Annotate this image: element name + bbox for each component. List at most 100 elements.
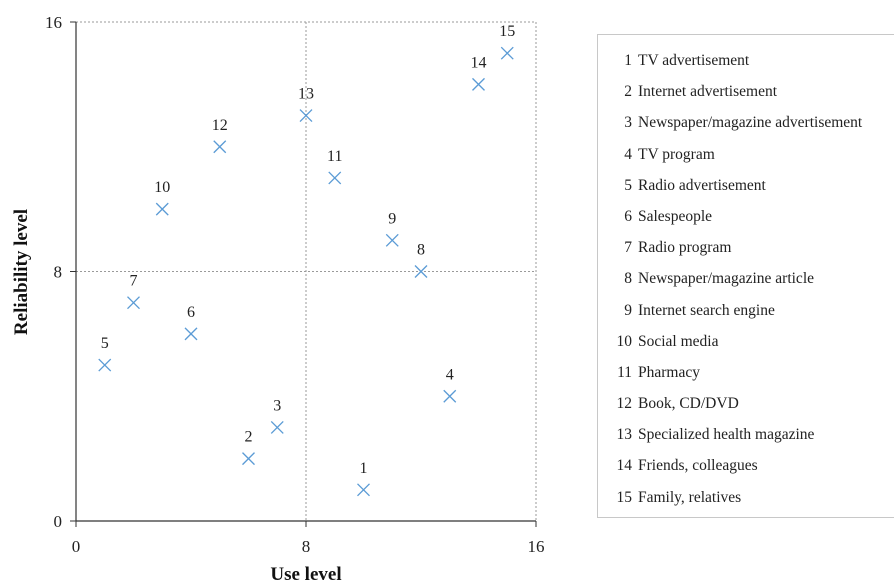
legend-item-number: 12 bbox=[616, 395, 633, 413]
legend-item-label: Radio advertisement bbox=[638, 176, 766, 194]
data-label: 15 bbox=[499, 23, 515, 40]
data-point bbox=[155, 202, 169, 216]
legend-item-label: TV program bbox=[638, 145, 715, 163]
data-point bbox=[213, 140, 227, 154]
legend-item: 10 Social media bbox=[610, 326, 894, 357]
marker-stroke bbox=[299, 109, 313, 123]
marker-stroke bbox=[385, 233, 399, 247]
legend-item-number: 7 bbox=[624, 239, 632, 257]
legend-item: 8 Newspaper/magazine article bbox=[610, 263, 894, 294]
legend-item-label: Specialized health magazine bbox=[638, 426, 815, 444]
legend-item-number: 14 bbox=[616, 457, 633, 475]
data-label: 14 bbox=[471, 54, 487, 71]
marker-stroke bbox=[500, 46, 514, 60]
legend-item-label: Internet search engine bbox=[638, 301, 775, 319]
y-tick-label: 16 bbox=[45, 13, 62, 32]
legend-item: 3 Newspaper/magazine advertisement bbox=[610, 107, 894, 138]
legend-item: 15 Family, relatives bbox=[610, 482, 894, 513]
marker-stroke bbox=[472, 77, 485, 91]
legend-item-number: 13 bbox=[616, 426, 633, 444]
data-label: 2 bbox=[245, 429, 253, 446]
data-point bbox=[443, 389, 457, 403]
legend-item-number: 15 bbox=[616, 488, 633, 506]
legend-item-number: 5 bbox=[624, 176, 632, 194]
legend-item-label: Newspaper/magazine advertisement bbox=[638, 114, 863, 132]
legend-item: 11 Pharmacy bbox=[610, 357, 894, 388]
data-label: 9 bbox=[388, 210, 396, 227]
data-label: 12 bbox=[212, 117, 228, 134]
marker-stroke bbox=[127, 296, 140, 310]
data-label: 4 bbox=[446, 366, 454, 383]
y-tick-label: 0 bbox=[54, 512, 63, 531]
legend-item-number: 11 bbox=[617, 363, 632, 381]
marker-stroke bbox=[443, 389, 457, 403]
marker-stroke bbox=[242, 452, 255, 466]
legend-item-label: Family, relatives bbox=[638, 488, 742, 506]
marker-stroke bbox=[184, 327, 198, 341]
data-point bbox=[299, 109, 313, 123]
data-point bbox=[385, 233, 399, 247]
legend-item-number: 10 bbox=[616, 332, 633, 350]
legend-item-number: 9 bbox=[624, 301, 632, 319]
x-tick-label: 16 bbox=[528, 537, 545, 556]
legend-item: 12 Book, CD/DVD bbox=[610, 388, 894, 419]
y-tick-label: 8 bbox=[54, 263, 63, 282]
legend-item-number: 2 bbox=[624, 83, 632, 101]
legend-item: 1 TV advertisement bbox=[610, 45, 894, 76]
legend-item-label: Internet advertisement bbox=[638, 83, 778, 101]
data-point bbox=[414, 265, 428, 278]
legend-item: 9 Internet search engine bbox=[610, 295, 894, 326]
marker-stroke bbox=[357, 483, 370, 497]
data-label: 3 bbox=[273, 397, 281, 414]
data-label: 10 bbox=[154, 179, 170, 196]
marker-stroke bbox=[328, 171, 342, 185]
data-point bbox=[127, 296, 140, 310]
legend-item: 7 Radio program bbox=[610, 232, 894, 263]
data-label: 11 bbox=[327, 148, 342, 165]
data-point bbox=[472, 77, 485, 91]
data-label: 5 bbox=[101, 335, 109, 352]
data-point bbox=[184, 327, 198, 341]
legend-item: 5 Radio advertisement bbox=[610, 170, 894, 201]
x-tick-label: 0 bbox=[72, 537, 81, 556]
legend-item-label: Newspaper/magazine article bbox=[638, 270, 815, 288]
legend-item-number: 1 bbox=[624, 52, 632, 69]
legend-item-number: 4 bbox=[624, 145, 632, 163]
marker-stroke bbox=[98, 358, 112, 372]
marker-stroke bbox=[155, 202, 169, 216]
marker-stroke bbox=[213, 140, 227, 154]
legend-item-number: 3 bbox=[624, 114, 632, 132]
legend-list: 1 TV advertisement 2 Internet advertisement… bbox=[598, 35, 894, 513]
legend-item: 13 Specialized health magazine bbox=[610, 419, 894, 450]
legend-item-number: 6 bbox=[624, 207, 632, 225]
legend-item: 14 Friends, colleagues bbox=[610, 450, 894, 481]
legend-item: 2 Internet advertisement bbox=[610, 76, 894, 107]
legend-item-label: Radio program bbox=[638, 239, 732, 257]
data-label: 13 bbox=[298, 86, 314, 103]
legend-item-label: TV advertisement bbox=[638, 52, 750, 69]
data-label: 7 bbox=[130, 273, 138, 290]
data-point bbox=[98, 358, 112, 372]
marker-stroke bbox=[414, 265, 428, 278]
legend: 1 TV advertisement 2 Internet advertisement… bbox=[597, 34, 894, 518]
legend-item-label: Social media bbox=[638, 332, 719, 350]
data-label: 6 bbox=[187, 304, 195, 321]
data-point bbox=[357, 483, 370, 497]
legend-item-label: Salespeople bbox=[638, 207, 713, 225]
legend-item: 4 TV program bbox=[610, 139, 894, 170]
data-point bbox=[328, 171, 342, 185]
data-label: 1 bbox=[360, 460, 368, 477]
data-point bbox=[242, 452, 255, 466]
legend-item-number: 8 bbox=[624, 270, 632, 288]
legend-item-label: Friends, colleagues bbox=[638, 457, 758, 475]
data-point bbox=[270, 420, 284, 434]
legend-item: 6 Salespeople bbox=[610, 201, 894, 232]
data-point bbox=[500, 46, 514, 60]
legend-item-label: Book, CD/DVD bbox=[638, 395, 739, 413]
y-axis-title: Reliability level bbox=[11, 209, 32, 335]
data-label: 8 bbox=[417, 242, 425, 259]
x-axis-title: Use level bbox=[270, 564, 341, 584]
